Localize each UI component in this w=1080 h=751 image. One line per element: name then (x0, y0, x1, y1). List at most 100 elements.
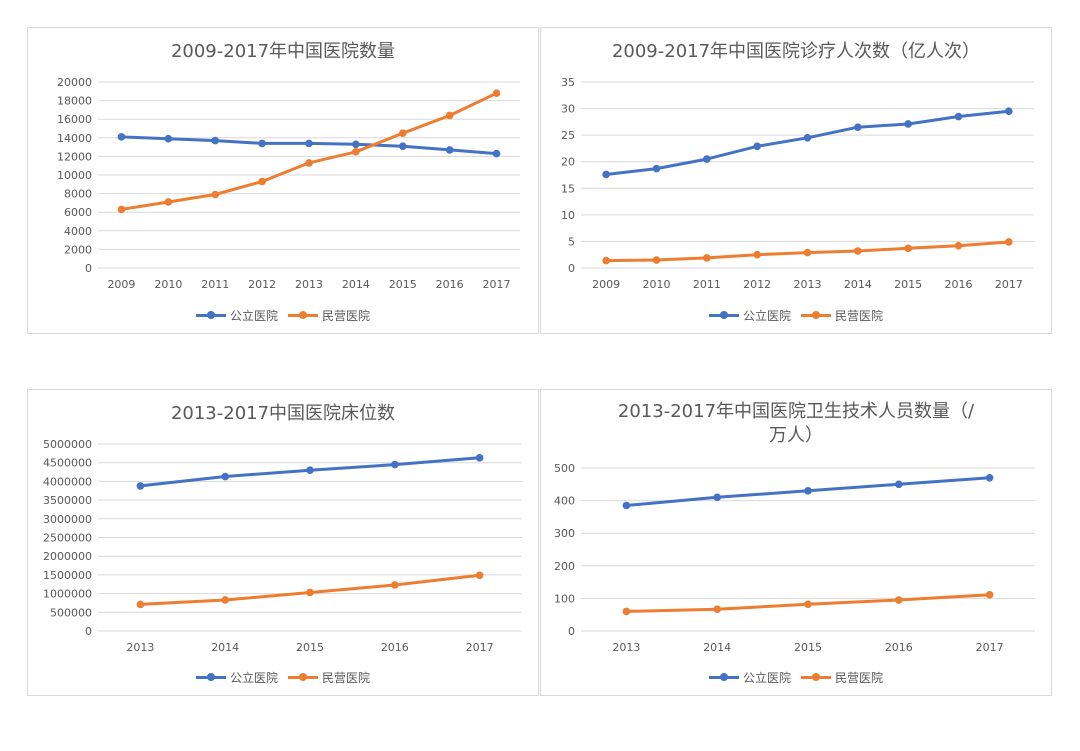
data-point-private[interactable] (391, 581, 399, 589)
data-point-private[interactable] (305, 159, 313, 167)
x-tick-label: 2015 (389, 278, 417, 291)
data-point-private[interactable] (352, 147, 360, 156)
legend-item-private[interactable]: 民营医院 (288, 307, 370, 324)
data-point-public[interactable] (895, 480, 903, 489)
data-point-private[interactable] (602, 256, 610, 265)
chart-title: 2009-2017年中国医院诊疗人次数（亿人次） (611, 41, 981, 62)
data-point-public[interactable] (117, 133, 126, 141)
data-point-public[interactable] (306, 466, 314, 474)
chart-plot: 0 100 200 300 400 500 2013 2014 2015 2016 2017 (554, 462, 1035, 654)
data-point-public[interactable] (622, 501, 631, 510)
data-point-private[interactable] (904, 244, 912, 253)
y-tick-label: 0 (568, 625, 575, 638)
data-point-private[interactable] (713, 605, 721, 613)
data-point-public[interactable] (445, 146, 454, 154)
data-point-private[interactable] (398, 129, 407, 137)
legend-item-public[interactable]: 公立医院 (708, 669, 791, 686)
data-point-private[interactable] (753, 250, 761, 259)
data-point-private[interactable] (1005, 238, 1013, 246)
data-point-private[interactable] (492, 89, 501, 97)
data-point-private[interactable] (258, 177, 266, 186)
data-point-public[interactable] (904, 120, 912, 128)
legend-item-public[interactable]: 公立医院 (708, 307, 791, 324)
data-point-private[interactable] (306, 588, 314, 597)
y-tick-label: 30 (561, 103, 575, 116)
chart-plot: 0 2000 4000 6000 8000 10000 12000 14000 16000 180… (57, 76, 520, 291)
legend-label: 公立医院 (229, 671, 278, 685)
chart-panel-hospital-count: 2009-2017年中国医院数量 0 2000 4000 6000 8000 10000 1… (27, 27, 539, 334)
y-tick-label: 2000000 (43, 550, 92, 563)
legend-item-private[interactable]: 民营医院 (801, 669, 883, 686)
chart-title-line-1: 2013-2017年中国医院卫生技术人员数量（/ (617, 401, 975, 422)
y-tick-label: 100 (554, 592, 575, 605)
chart-title: 2013-2017年中国医院卫生技术人员数量（/ 万人） (541, 400, 1051, 448)
data-point-private[interactable] (622, 607, 631, 616)
data-point-public[interactable] (492, 149, 501, 158)
data-point-private[interactable] (703, 254, 711, 262)
data-point-private[interactable] (117, 205, 126, 214)
data-point-private[interactable] (804, 600, 812, 609)
legend-line-marker-icon (195, 311, 226, 319)
data-point-private[interactable] (211, 190, 220, 199)
legend-label: 公立医院 (742, 671, 791, 685)
data-point-public[interactable] (1005, 107, 1013, 116)
y-tick-label: 5000000 (43, 438, 92, 451)
y-tick-label: 500 (554, 462, 575, 475)
data-point-private[interactable] (475, 571, 484, 580)
y-tick-label: 10000 (57, 169, 92, 182)
data-point-public[interactable] (221, 472, 229, 481)
chart-title: 2009-2017年中国医院数量 (170, 41, 396, 62)
data-point-private[interactable] (854, 247, 862, 255)
data-point-public[interactable] (391, 460, 399, 469)
x-tick-label: 2016 (381, 641, 409, 654)
data-point-private[interactable] (803, 248, 812, 257)
y-tick-label: 20 (561, 156, 575, 169)
data-point-private[interactable] (895, 596, 903, 604)
data-point-private[interactable] (954, 241, 963, 250)
data-point-private[interactable] (136, 600, 145, 609)
legend-label: 民营医院 (835, 309, 884, 323)
data-point-public[interactable] (985, 473, 994, 482)
data-point-public[interactable] (475, 454, 484, 462)
data-point-public[interactable] (352, 140, 360, 149)
legend-line-marker-icon (195, 673, 226, 681)
x-tick-label: 2014 (211, 641, 239, 654)
data-point-public[interactable] (803, 134, 812, 142)
data-point-private[interactable] (164, 198, 173, 206)
y-tick-label: 12000 (57, 150, 92, 163)
x-tick-label: 2014 (844, 278, 872, 291)
data-point-public[interactable] (398, 142, 407, 150)
data-point-private[interactable] (652, 256, 661, 264)
x-tick-label: 2016 (945, 278, 973, 291)
legend-item-private[interactable]: 民营医院 (801, 307, 883, 324)
data-point-private[interactable] (445, 111, 454, 120)
x-tick-label: 2014 (703, 641, 731, 654)
data-point-public[interactable] (305, 139, 313, 148)
data-point-public[interactable] (164, 134, 173, 143)
legend-item-public[interactable]: 公立医院 (195, 669, 278, 686)
data-point-public[interactable] (211, 136, 220, 145)
data-point-public[interactable] (602, 170, 610, 179)
y-tick-label: 300 (554, 527, 575, 540)
data-point-public[interactable] (258, 139, 266, 148)
legend-item-public[interactable]: 公立医院 (195, 307, 278, 324)
x-tick-label: 2016 (885, 641, 913, 654)
data-point-public[interactable] (703, 155, 711, 163)
data-point-public[interactable] (713, 493, 721, 502)
data-point-public[interactable] (753, 142, 761, 151)
data-point-public[interactable] (954, 112, 963, 121)
legend-item-private[interactable]: 民营医院 (288, 669, 370, 686)
series-line-private (121, 91, 498, 211)
data-point-public[interactable] (804, 487, 812, 495)
data-point-public[interactable] (136, 482, 145, 490)
chart-plot: 0 5 10 15 20 25 30 35 2009 2010 2011 2012 2013 2014 20… (561, 76, 1034, 291)
data-point-public[interactable] (854, 123, 862, 131)
y-tick-label: 4000000 (43, 475, 92, 488)
data-point-private[interactable] (221, 596, 229, 604)
chart-panel-staff: 2013-2017年中国医院卫生技术人员数量（/ 万人） 0 100 200 300 4… (540, 389, 1052, 696)
legend-label: 民营医院 (835, 671, 884, 685)
data-point-private[interactable] (985, 591, 994, 599)
data-point-public[interactable] (652, 164, 661, 173)
y-tick-label: 5 (568, 235, 575, 248)
x-tick-label: 2017 (976, 641, 1004, 654)
